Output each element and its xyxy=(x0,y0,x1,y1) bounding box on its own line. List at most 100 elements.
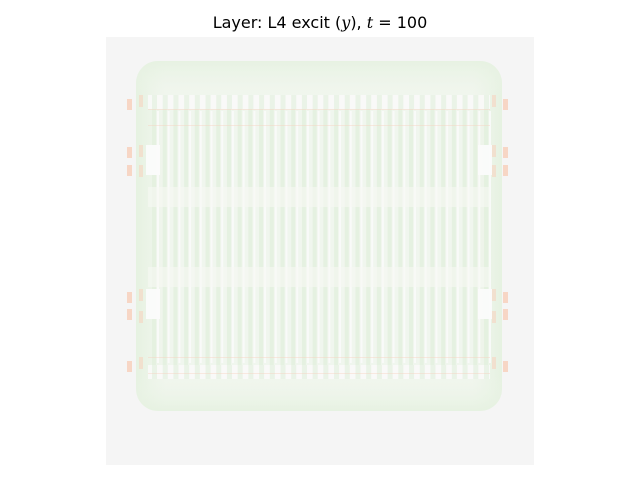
column-top-cap xyxy=(473,95,479,109)
column-stripe xyxy=(248,109,253,365)
edge-marker xyxy=(492,357,496,369)
row-line-orange xyxy=(148,373,490,374)
column-top-cap xyxy=(419,95,425,109)
column-bottom-cap xyxy=(280,365,286,379)
column-stripe xyxy=(205,109,210,365)
column-stripe xyxy=(376,109,381,365)
column-stripe xyxy=(484,109,488,365)
edge-notch xyxy=(478,289,492,319)
column-gap xyxy=(489,111,491,363)
column-bottom-cap xyxy=(184,365,190,379)
edge-marker xyxy=(127,309,132,320)
column-stripe xyxy=(387,109,392,365)
title-prefix: Layer: L4 excit ( xyxy=(212,13,342,32)
column-gap xyxy=(446,111,449,363)
mid-band-upper xyxy=(148,187,490,207)
column-top-cap xyxy=(291,95,297,109)
column-gap xyxy=(189,111,192,363)
chart-title: Layer: L4 excit (y), t = 100 xyxy=(0,13,640,33)
column-gap xyxy=(478,111,481,363)
column-gap xyxy=(296,111,299,363)
column-gap xyxy=(317,111,320,363)
column-gap xyxy=(210,111,213,363)
title-mid: ), xyxy=(350,13,367,32)
row-line-orange xyxy=(148,357,490,358)
column-top-cap xyxy=(344,95,350,109)
column-gap xyxy=(371,111,374,363)
column-gap xyxy=(285,111,288,363)
column-bottom-cap xyxy=(355,365,361,379)
column-top-cap xyxy=(173,95,179,109)
top-band xyxy=(148,95,490,109)
column-gap xyxy=(349,111,352,363)
column-top-cap xyxy=(409,95,415,109)
column-stripe xyxy=(280,109,285,365)
column-bottom-cap xyxy=(430,365,436,379)
edge-marker xyxy=(492,289,496,301)
column-top-cap xyxy=(334,95,340,109)
column-gap xyxy=(435,111,438,363)
column-stripe xyxy=(430,109,435,365)
column-bottom-cap xyxy=(344,365,350,379)
heatmap-plot xyxy=(106,37,534,465)
column-top-cap xyxy=(398,95,404,109)
column-top-cap xyxy=(205,95,211,109)
column-stripe xyxy=(334,109,339,365)
column-stripe xyxy=(259,109,264,365)
edge-notch xyxy=(146,145,160,175)
column-bottom-cap xyxy=(237,365,243,379)
column-bottom-cap xyxy=(248,365,254,379)
column-bottom-cap xyxy=(419,365,425,379)
edge-marker xyxy=(492,95,496,107)
column-stripe xyxy=(419,109,424,365)
column-stripe xyxy=(409,109,414,365)
column-stripe xyxy=(216,109,221,365)
column-gap xyxy=(231,111,234,363)
edge-notch xyxy=(478,145,492,175)
column-top-cap xyxy=(376,95,382,109)
column-bottom-cap xyxy=(301,365,307,379)
edge-marker xyxy=(503,309,508,320)
column-stripe xyxy=(226,109,231,365)
column-gap xyxy=(403,111,406,363)
column-top-cap xyxy=(301,95,307,109)
heatmap-svg xyxy=(106,37,534,465)
mid-band-lower xyxy=(148,267,490,287)
edge-marker xyxy=(139,145,143,157)
column-bottom-cap xyxy=(312,365,318,379)
column-stripe xyxy=(473,109,478,365)
column-top-cap xyxy=(259,95,265,109)
edge-marker xyxy=(139,95,143,107)
column-gap xyxy=(381,111,384,363)
column-stripe xyxy=(237,109,242,365)
column-top-cap xyxy=(441,95,447,109)
column-top-cap xyxy=(451,95,457,109)
edge-marker xyxy=(503,147,508,158)
column-bottom-cap xyxy=(398,365,404,379)
column-top-cap xyxy=(280,95,286,109)
column-stripe xyxy=(184,109,189,365)
column-stripe xyxy=(462,109,467,365)
column-bottom-cap xyxy=(484,365,489,379)
column-bottom-cap xyxy=(334,365,340,379)
column-top-cap xyxy=(162,95,168,109)
column-top-cap xyxy=(237,95,243,109)
column-stripe xyxy=(291,109,296,365)
column-top-cap xyxy=(462,95,468,109)
column-bottom-cap xyxy=(323,365,329,379)
edge-marker xyxy=(139,165,143,177)
column-stripe xyxy=(323,109,328,365)
column-gap xyxy=(274,111,277,363)
title-variable: y xyxy=(341,13,351,32)
column-bottom-cap xyxy=(152,365,157,379)
column-bottom-cap xyxy=(291,365,297,379)
column-top-cap xyxy=(216,95,222,109)
column-stripe xyxy=(441,109,446,365)
edge-marker xyxy=(127,147,132,158)
edge-marker xyxy=(139,311,143,323)
column-gap xyxy=(467,111,470,363)
heatmap-field xyxy=(127,61,508,411)
edge-marker xyxy=(492,165,496,177)
column-top-cap xyxy=(312,95,318,109)
